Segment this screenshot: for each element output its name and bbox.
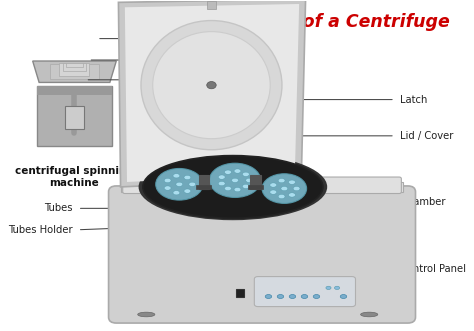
Ellipse shape bbox=[219, 175, 225, 179]
Text: Tubes Holder: Tubes Holder bbox=[8, 225, 73, 235]
FancyBboxPatch shape bbox=[109, 186, 416, 323]
Text: Chamber: Chamber bbox=[400, 197, 446, 207]
Ellipse shape bbox=[289, 180, 295, 184]
Ellipse shape bbox=[361, 312, 378, 317]
Polygon shape bbox=[118, 0, 306, 187]
Ellipse shape bbox=[184, 175, 191, 180]
Ellipse shape bbox=[278, 178, 285, 183]
Ellipse shape bbox=[189, 182, 196, 186]
Ellipse shape bbox=[242, 172, 249, 176]
Ellipse shape bbox=[225, 186, 231, 191]
Ellipse shape bbox=[289, 193, 295, 197]
Polygon shape bbox=[33, 61, 116, 82]
Ellipse shape bbox=[289, 295, 296, 299]
Ellipse shape bbox=[278, 194, 285, 199]
Ellipse shape bbox=[262, 174, 307, 204]
Ellipse shape bbox=[184, 189, 191, 193]
FancyBboxPatch shape bbox=[123, 177, 401, 194]
Ellipse shape bbox=[234, 169, 241, 173]
Text: Tubes: Tubes bbox=[44, 203, 73, 213]
Bar bbox=[237, 289, 244, 297]
Ellipse shape bbox=[210, 163, 261, 198]
Bar bbox=[37, 86, 112, 95]
Bar bbox=[63, 63, 86, 71]
Ellipse shape bbox=[207, 81, 216, 89]
Bar bbox=[199, 175, 210, 189]
Ellipse shape bbox=[164, 178, 171, 183]
Text: centrifugal spinning
machine: centrifugal spinning machine bbox=[15, 166, 134, 188]
Ellipse shape bbox=[219, 181, 225, 186]
Ellipse shape bbox=[234, 187, 241, 192]
Ellipse shape bbox=[173, 191, 180, 195]
Ellipse shape bbox=[270, 190, 277, 194]
Text: Lid / Cover: Lid / Cover bbox=[400, 131, 454, 141]
Ellipse shape bbox=[138, 312, 155, 317]
Ellipse shape bbox=[242, 184, 249, 189]
Ellipse shape bbox=[277, 295, 283, 299]
Ellipse shape bbox=[246, 178, 253, 182]
Text: Drive Shaft: Drive Shaft bbox=[183, 55, 239, 65]
Text: Parts of a Centrifuge: Parts of a Centrifuge bbox=[246, 13, 450, 31]
FancyBboxPatch shape bbox=[37, 86, 112, 146]
Bar bbox=[207, 1, 216, 9]
FancyBboxPatch shape bbox=[255, 277, 356, 307]
Polygon shape bbox=[120, 182, 403, 192]
Bar bbox=[196, 185, 211, 189]
Ellipse shape bbox=[173, 174, 180, 178]
Bar bbox=[66, 63, 83, 67]
Ellipse shape bbox=[138, 154, 327, 220]
Bar bbox=[59, 63, 90, 76]
Ellipse shape bbox=[176, 182, 183, 186]
Ellipse shape bbox=[326, 286, 331, 290]
Ellipse shape bbox=[281, 186, 288, 191]
Ellipse shape bbox=[301, 295, 308, 299]
Ellipse shape bbox=[313, 295, 319, 299]
Bar bbox=[250, 175, 261, 189]
Text: Roter: Roter bbox=[183, 34, 210, 44]
Bar bbox=[65, 106, 84, 129]
Ellipse shape bbox=[340, 295, 346, 299]
Ellipse shape bbox=[141, 21, 282, 150]
Ellipse shape bbox=[270, 183, 277, 187]
Bar bbox=[50, 64, 99, 79]
Ellipse shape bbox=[293, 186, 300, 191]
Ellipse shape bbox=[232, 178, 238, 182]
Ellipse shape bbox=[265, 295, 272, 299]
Ellipse shape bbox=[164, 186, 171, 190]
Text: Latch: Latch bbox=[400, 95, 428, 105]
Ellipse shape bbox=[156, 168, 203, 200]
Ellipse shape bbox=[153, 32, 270, 139]
Ellipse shape bbox=[143, 156, 323, 218]
Bar bbox=[248, 185, 263, 189]
Text: Control Panel: Control Panel bbox=[400, 264, 466, 274]
Ellipse shape bbox=[225, 170, 231, 174]
Ellipse shape bbox=[335, 286, 340, 290]
Polygon shape bbox=[125, 4, 299, 182]
Text: Electric Motor: Electric Motor bbox=[183, 75, 253, 85]
